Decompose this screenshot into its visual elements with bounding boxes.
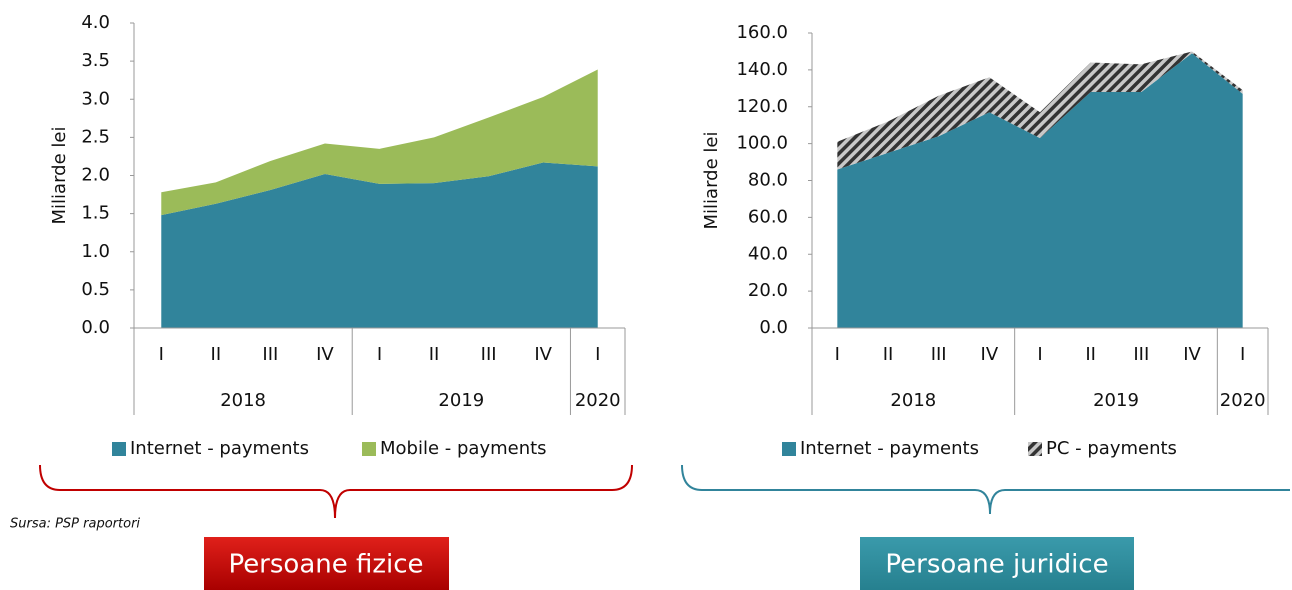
x-tick-label: II bbox=[1085, 344, 1096, 365]
y-tick-label: 160.0 bbox=[736, 22, 788, 43]
legend-label: Internet - payments bbox=[800, 438, 979, 459]
x-tick-label: I bbox=[1037, 344, 1042, 365]
y-tick-label: 0.0 bbox=[81, 317, 110, 338]
x-tick-label: I bbox=[835, 344, 840, 365]
x-tick-label: IV bbox=[981, 344, 999, 365]
y-tick-label: 2.5 bbox=[81, 126, 110, 147]
x-tick-label: II bbox=[883, 344, 894, 365]
x-tick-label: IV bbox=[316, 344, 334, 365]
y-tick-label: 60.0 bbox=[748, 206, 788, 227]
y-tick-label: 0.5 bbox=[81, 279, 110, 300]
group-label: 2018 bbox=[220, 390, 266, 411]
area bbox=[161, 162, 598, 328]
y-tick-label: 4.0 bbox=[81, 12, 110, 33]
y-tick-label: 0.0 bbox=[759, 317, 788, 338]
x-tick-label: II bbox=[211, 344, 222, 365]
x-tick-label: I bbox=[159, 344, 164, 365]
y-tick-label: 1.0 bbox=[81, 241, 110, 262]
label-box bbox=[860, 537, 1134, 590]
area bbox=[837, 53, 1243, 328]
x-tick-label: III bbox=[481, 344, 497, 365]
x-tick-label: III bbox=[1133, 344, 1149, 365]
x-tick-label: III bbox=[931, 344, 947, 365]
source: Sursa: PSP raportori bbox=[10, 517, 140, 532]
y-tick-label: 2.0 bbox=[81, 165, 110, 186]
x-tick-label: I bbox=[595, 344, 600, 365]
legend-swatch bbox=[362, 442, 376, 456]
y-tick-label: 3.0 bbox=[81, 88, 110, 109]
y-tick-label: 120.0 bbox=[736, 96, 788, 117]
label: Persoane juridice bbox=[885, 550, 1108, 580]
x-tick-label: II bbox=[429, 344, 440, 365]
legend-swatch bbox=[1028, 442, 1042, 456]
group-label: 2018 bbox=[890, 390, 936, 411]
x-tick-label: I bbox=[1240, 344, 1245, 365]
group-label: 2020 bbox=[1220, 390, 1266, 411]
x-tick-label: IV bbox=[1183, 344, 1201, 365]
bracket bbox=[39, 464, 633, 519]
y-tick-label: 80.0 bbox=[748, 170, 788, 191]
group-label: 2019 bbox=[438, 390, 484, 411]
label: Persoane fizice bbox=[228, 550, 423, 580]
legend-swatch bbox=[782, 442, 796, 456]
legend-label: Mobile - payments bbox=[380, 438, 547, 459]
x-tick-label: I bbox=[377, 344, 382, 365]
axis-label: Miliarde lei bbox=[701, 132, 722, 230]
group-label: 2020 bbox=[575, 390, 621, 411]
bracket bbox=[681, 464, 1290, 515]
area bbox=[161, 69, 598, 216]
y-tick-label: 140.0 bbox=[736, 59, 788, 80]
group-label: 2019 bbox=[1093, 390, 1139, 411]
y-tick-label: 40.0 bbox=[748, 243, 788, 264]
x-tick-label: III bbox=[262, 344, 278, 365]
y-tick-label: 100.0 bbox=[736, 133, 788, 154]
label-box bbox=[204, 537, 449, 590]
legend-swatch bbox=[112, 442, 126, 456]
y-tick-label: 20.0 bbox=[748, 280, 788, 301]
axis-label: Miliarde lei bbox=[49, 127, 70, 225]
legend-label: PC - payments bbox=[1046, 438, 1177, 459]
y-tick-label: 3.5 bbox=[81, 50, 110, 71]
x-tick-label: IV bbox=[534, 344, 552, 365]
area bbox=[837, 51, 1243, 170]
y-tick-label: 1.5 bbox=[81, 203, 110, 224]
legend-label: Internet - payments bbox=[130, 438, 309, 459]
